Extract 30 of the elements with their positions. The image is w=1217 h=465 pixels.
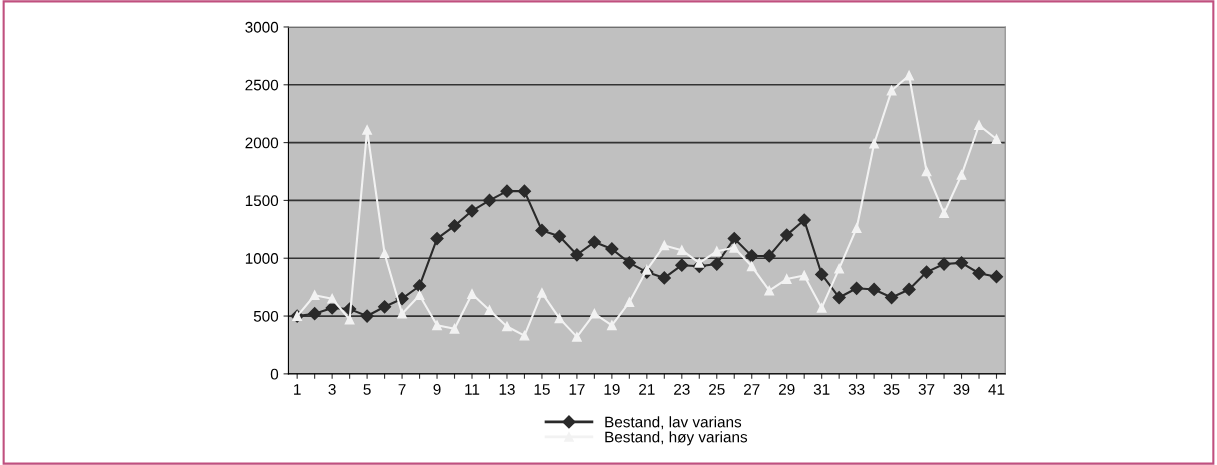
x-tick-label: 23 — [674, 383, 690, 395]
x-tick-label: 15 — [534, 384, 550, 395]
x-tick-label: 13 — [499, 383, 515, 395]
legend-label: Bestand, lav varians — [605, 416, 742, 430]
x-tick-label: 3 — [328, 383, 336, 395]
x-tick-label: 21 — [639, 383, 655, 395]
y-tick-label: 1500 — [245, 195, 279, 207]
x-tick-label: 9 — [433, 383, 441, 395]
legend-label: Bestand, høy varians — [605, 431, 748, 446]
x-tick-label: 29 — [778, 383, 795, 395]
x-tick-label: 25 — [709, 383, 725, 395]
x-tick-label: 17 — [569, 384, 585, 395]
x-tick-label: 1 — [294, 384, 301, 395]
x-tick-label: 11 — [465, 384, 480, 395]
y-tick-label: 500 — [253, 310, 279, 322]
x-tick-label: 33 — [848, 383, 865, 395]
x-tick-label: 41 — [988, 384, 1005, 395]
y-tick-label: 2500 — [245, 79, 279, 91]
x-tick-label: 7 — [398, 384, 406, 395]
x-tick-label: 39 — [953, 383, 970, 395]
y-tick-label: 3000 — [245, 21, 279, 33]
x-tick-label: 5 — [363, 384, 371, 395]
x-tick-label: 19 — [604, 383, 620, 395]
y-tick-label: 1000 — [245, 253, 279, 264]
y-tick-label: 2000 — [245, 137, 279, 149]
x-tick-label: 27 — [744, 383, 760, 395]
y-tick-label: 0 — [270, 368, 279, 380]
x-tick-label: 37 — [918, 383, 935, 395]
x-tick-label: 31 — [813, 383, 830, 395]
x-tick-label: 35 — [883, 383, 900, 395]
